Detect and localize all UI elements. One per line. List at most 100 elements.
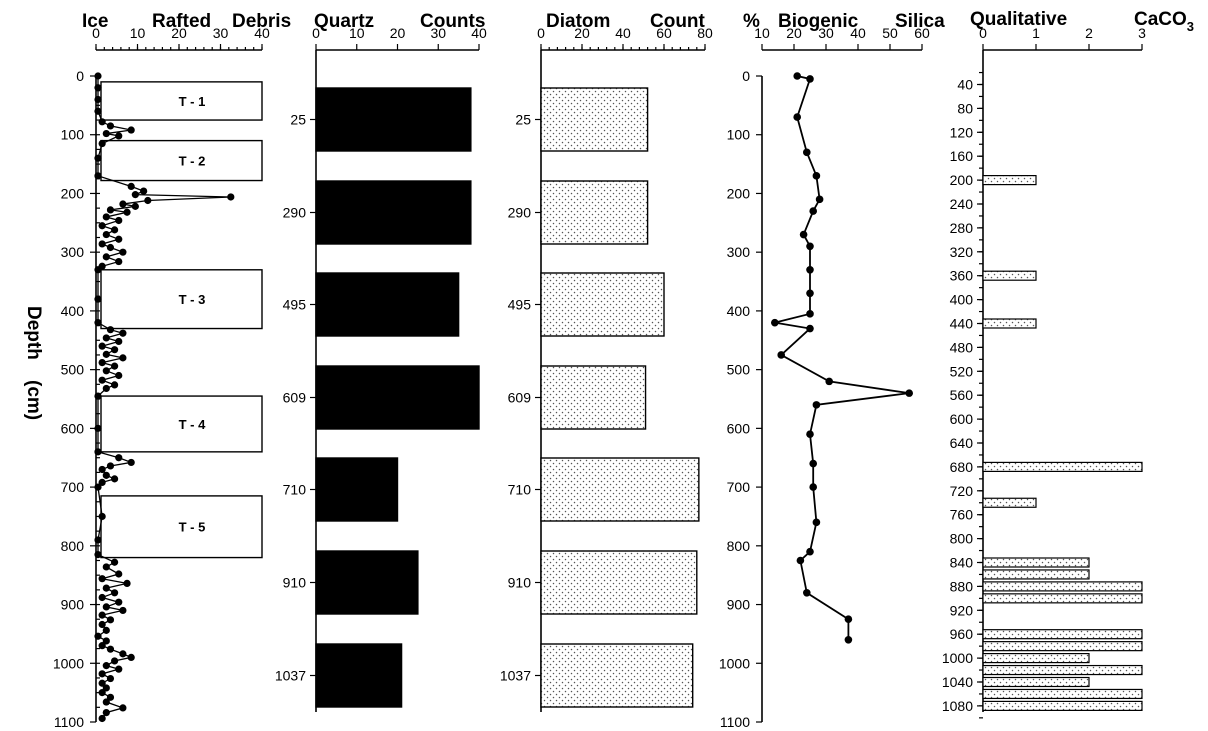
ird-point-51 — [94, 392, 102, 400]
quartz-bar-290 — [315, 180, 472, 245]
panel5-y-tick-label-22: 920 — [950, 602, 974, 618]
ird-point-68 — [98, 575, 106, 583]
panel1-y-tick-label-10: 1000 — [53, 655, 84, 671]
ird-point-55 — [127, 458, 135, 467]
ird-point-16 — [144, 196, 152, 205]
silica-series-line — [774, 75, 910, 640]
quartz-y-tick-label-4: 710 — [283, 482, 307, 498]
panel1-y-tick-label-8: 800 — [61, 538, 85, 554]
caco3-bar-1000 — [982, 652, 1090, 664]
caco3-bar-860 — [982, 569, 1090, 580]
ird-point-30 — [102, 253, 110, 261]
panel5-x-tick-label-0: 0 — [979, 25, 987, 41]
ird-point-88 — [115, 665, 123, 673]
diatom-bar-495 — [540, 272, 665, 337]
interval-label-4: T - 4 — [179, 417, 206, 432]
ird-point-26 — [115, 235, 123, 243]
caco3-bar-980 — [982, 641, 1143, 652]
quartz-bar-1037 — [315, 643, 403, 708]
silica-point-4 — [812, 172, 821, 180]
quartz-bar-710 — [315, 457, 399, 522]
panel5-y-tick-label-18: 760 — [950, 507, 974, 523]
diatom-x-tick-label-3: 60 — [656, 25, 672, 41]
panel3-x-axis: 0 20 40 60 80 — [537, 25, 713, 51]
ird-point-23 — [98, 222, 106, 230]
y-axis-label-word-1: Depth — [23, 306, 44, 360]
panel4-y-tick-label-11: 1100 — [720, 714, 750, 730]
ird-point-92 — [102, 684, 110, 692]
panel1-y-tick-label-6: 600 — [61, 420, 85, 436]
ird-point-58 — [102, 471, 110, 479]
panel5-y-tick-label-16: 680 — [950, 459, 974, 475]
ird-point-85 — [127, 653, 135, 662]
panel4-y-tick-label-8: 800 — [727, 538, 751, 554]
panel5-y-tick-label-15: 640 — [950, 435, 974, 451]
panel1-x-tick-label-1: 10 — [130, 25, 146, 41]
ird-point-62 — [98, 512, 106, 521]
panel4-data — [771, 72, 913, 644]
caco3-bar-900 — [982, 593, 1143, 604]
silica-point-2 — [793, 113, 801, 121]
panel5-y-tick-label-8: 360 — [950, 268, 974, 284]
ird-point-9 — [98, 139, 106, 148]
caco3-bar-440 — [982, 318, 1037, 329]
ird-point-76 — [98, 611, 106, 619]
panel-caco3: Qualitative CaCO3 0 1 2 3 40 80 120 160 200 240 2… — [942, 9, 1194, 719]
ird-point-29 — [119, 248, 127, 256]
panel1-title-word-2: Rafted — [152, 11, 211, 32]
quartz-bar-910 — [315, 550, 419, 615]
silica-point-10 — [806, 289, 814, 298]
quartz-bar-25 — [315, 87, 472, 152]
ird-point-1 — [94, 84, 102, 92]
ird-point-77 — [106, 616, 115, 624]
ird-point-56 — [106, 462, 115, 470]
quartz-y-tick-label-5: 910 — [283, 575, 307, 591]
panel2-x-axis: 0 10 20 30 40 — [312, 25, 487, 51]
ird-point-20 — [123, 208, 131, 216]
silica-point-26 — [844, 635, 853, 644]
ird-point-3 — [94, 107, 102, 115]
panel1-x-tick-label-4: 40 — [254, 25, 270, 41]
panel1-y-axis: 0 100 200 300 400 500 600 700 800 900 1000 1100 — [53, 68, 100, 730]
ird-point-37 — [119, 329, 127, 337]
panel4-y-tick-label-0: 0 — [742, 68, 750, 84]
panel2-title-word-1: Quartz — [314, 11, 374, 32]
ird-point-53 — [94, 448, 102, 456]
diatom-bar-290 — [540, 180, 649, 245]
caco3-bar-1080 — [982, 700, 1143, 712]
ird-point-54 — [115, 454, 123, 462]
ird-point-34 — [94, 295, 102, 303]
panel1-y-tick-label-9: 900 — [61, 597, 85, 613]
quartz-x-tick-label-1: 10 — [349, 25, 365, 41]
panel4-y-tick-label-7: 700 — [727, 479, 751, 495]
panel5-bars — [982, 175, 1143, 712]
silica-point-19 — [809, 459, 817, 468]
quartz-bar-609 — [315, 365, 480, 430]
ird-point-0 — [94, 72, 102, 80]
y-axis-label-word-2: (cm) — [23, 380, 44, 420]
ird-point-80 — [94, 632, 102, 640]
silica-point-8 — [806, 242, 814, 251]
diatom-y-tick-label-3: 609 — [508, 390, 532, 406]
ird-point-49 — [111, 381, 119, 389]
ird-point-36 — [106, 326, 115, 334]
panel1-y-tick-label-7: 700 — [61, 479, 85, 495]
ird-point-67 — [115, 570, 123, 578]
ird-point-41 — [111, 346, 119, 354]
ird-point-97 — [102, 709, 110, 717]
ird-point-72 — [98, 593, 106, 602]
quartz-bar-495 — [315, 272, 460, 337]
caco3-bar-680 — [982, 461, 1143, 472]
panel4-x-tick-label-2: 30 — [818, 25, 834, 41]
panel5-title-subscript: 3 — [1187, 19, 1194, 34]
silica-point-13 — [806, 324, 814, 333]
panel5-y-tick-label-24: 1000 — [942, 650, 973, 666]
diatom-bar-910 — [540, 550, 698, 615]
panel5-x-tick-label-2: 2 — [1085, 25, 1093, 41]
panel1-x-tick-label-3: 30 — [213, 25, 229, 41]
ird-point-98 — [98, 714, 106, 723]
caco3-bar-880 — [982, 581, 1143, 592]
panel5-y-tick-label-14: 600 — [950, 411, 974, 427]
panel-biogenic-silica: % Biogenic Silica 10 20 30 40 50 60 0 100 200 30… — [719, 11, 945, 730]
